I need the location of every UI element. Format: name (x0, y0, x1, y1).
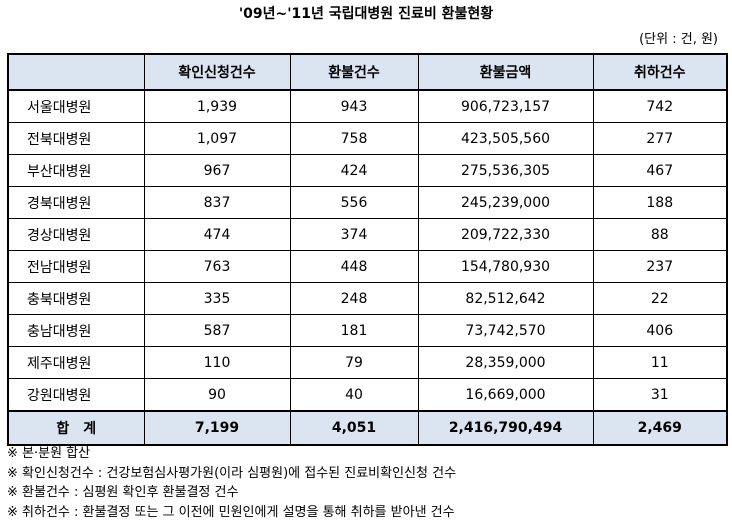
table-row: 제주대병원 110 79 28,359,000 11 (7, 346, 728, 379)
requests-cell: 1,939 (143, 89, 291, 123)
amount-cell: 906,723,157 (417, 89, 594, 123)
hospital-name: 경북대병원 (7, 186, 145, 219)
table-row: 부산대병원 967 424 275,536,305 467 (7, 154, 728, 187)
table-row: 강원대병원 90 40 16,669,000 31 (7, 378, 728, 412)
requests-cell: 763 (143, 250, 291, 283)
withdrawn-cell: 406 (592, 314, 728, 347)
withdrawn-cell: 467 (592, 154, 728, 187)
table-row: 경북대병원 837 556 245,239,000 188 (7, 186, 728, 219)
hospital-name: 전남대병원 (7, 250, 145, 283)
table-row: 서울대병원 1,939 943 906,723,157 742 (7, 89, 728, 123)
hospital-name: 충남대병원 (7, 314, 145, 347)
requests-cell: 837 (143, 186, 291, 219)
amount-cell: 275,536,305 (417, 154, 594, 187)
requests-cell: 110 (143, 346, 291, 379)
header-refunds: 환불건수 (289, 53, 419, 91)
footnotes: ※ 본·분원 합산 ※ 확인신청건수 : 건강보험심사평가원(이라 심평원)에 … (7, 444, 456, 522)
unit-label: (단위 : 건, 원) (639, 32, 718, 47)
amount-cell: 209,722,330 (417, 218, 594, 251)
footnote: ※ 확인신청건수 : 건강보험심사평가원(이라 심평원)에 접수된 진료비확인신… (7, 465, 457, 481)
refunds-cell: 248 (289, 282, 419, 315)
total-row: 합계 7,199 4,051 2,416,790,494 2,469 (7, 410, 728, 446)
refunds-cell: 374 (289, 218, 419, 251)
amount-cell: 154,780,930 (417, 250, 594, 283)
header-withdrawn: 취하건수 (592, 53, 728, 91)
amount-cell: 423,505,560 (417, 122, 594, 155)
amount-cell: 245,239,000 (417, 186, 594, 219)
table-row: 전북대병원 1,097 758 423,505,560 277 (7, 122, 728, 155)
amount-cell: 82,512,642 (417, 282, 594, 315)
refund-table: 확인신청건수 환불건수 환불금액 취하건수 서울대병원 1,939 943 906,7… (7, 53, 728, 446)
requests-cell: 1,097 (143, 122, 291, 155)
total-amount: 2,416,790,494 (417, 410, 594, 446)
footnote: ※ 취하건수 : 환불결정 또는 그 이전에 민원인에게 설명을 통해 취하를 … (7, 504, 455, 520)
refunds-cell: 448 (289, 250, 419, 283)
amount-cell: 28,359,000 (417, 346, 594, 379)
table-row: 전남대병원 763 448 154,780,930 237 (7, 250, 728, 283)
hospital-name: 경상대병원 (7, 218, 145, 251)
footnote: ※ 환불건수 : 심평원 확인후 환불결정 건수 (7, 485, 239, 500)
total-refunds: 4,051 (289, 410, 419, 446)
table-row: 충북대병원 335 248 82,512,642 22 (7, 282, 728, 315)
hospital-name: 부산대병원 (7, 154, 145, 187)
total-withdrawn: 2,469 (592, 410, 728, 446)
hospital-name: 강원대병원 (7, 378, 145, 412)
withdrawn-cell: 742 (592, 89, 728, 123)
refunds-cell: 556 (289, 186, 419, 219)
table-header-row: 확인신청건수 환불건수 환불금액 취하건수 (7, 53, 728, 91)
requests-cell: 90 (143, 378, 291, 412)
table-row: 충남대병원 587 181 73,742,570 406 (7, 314, 728, 347)
withdrawn-cell: 11 (592, 346, 728, 379)
hospital-name: 서울대병원 (7, 89, 145, 123)
requests-cell: 967 (143, 154, 291, 187)
total-requests: 7,199 (143, 410, 291, 446)
page-title: '09년~'11년 국립대병원 진료비 환불현황 (238, 6, 494, 22)
withdrawn-cell: 188 (592, 186, 728, 219)
requests-cell: 474 (143, 218, 291, 251)
refunds-cell: 424 (289, 154, 419, 187)
withdrawn-cell: 31 (592, 378, 728, 412)
header-requests: 확인신청건수 (143, 53, 291, 91)
hospital-name: 제주대병원 (7, 346, 145, 379)
withdrawn-cell: 22 (592, 282, 728, 315)
requests-cell: 335 (143, 282, 291, 315)
withdrawn-cell: 88 (592, 218, 728, 251)
hospital-name: 충북대병원 (7, 282, 145, 315)
amount-cell: 16,669,000 (417, 378, 594, 412)
footnote: ※ 본·분원 합산 (7, 446, 91, 461)
withdrawn-cell: 237 (592, 250, 728, 283)
amount-cell: 73,742,570 (417, 314, 594, 347)
refunds-cell: 943 (289, 89, 419, 123)
requests-cell: 587 (143, 314, 291, 347)
withdrawn-cell: 277 (592, 122, 728, 155)
header-amount: 환불금액 (417, 53, 594, 91)
refunds-cell: 758 (289, 122, 419, 155)
refunds-cell: 181 (289, 314, 419, 347)
total-label: 합계 (7, 410, 145, 446)
refunds-cell: 79 (289, 346, 419, 379)
refunds-cell: 40 (289, 378, 419, 412)
table-row: 경상대병원 474 374 209,722,330 88 (7, 218, 728, 251)
header-hospital (7, 53, 145, 91)
hospital-name: 전북대병원 (7, 122, 145, 155)
